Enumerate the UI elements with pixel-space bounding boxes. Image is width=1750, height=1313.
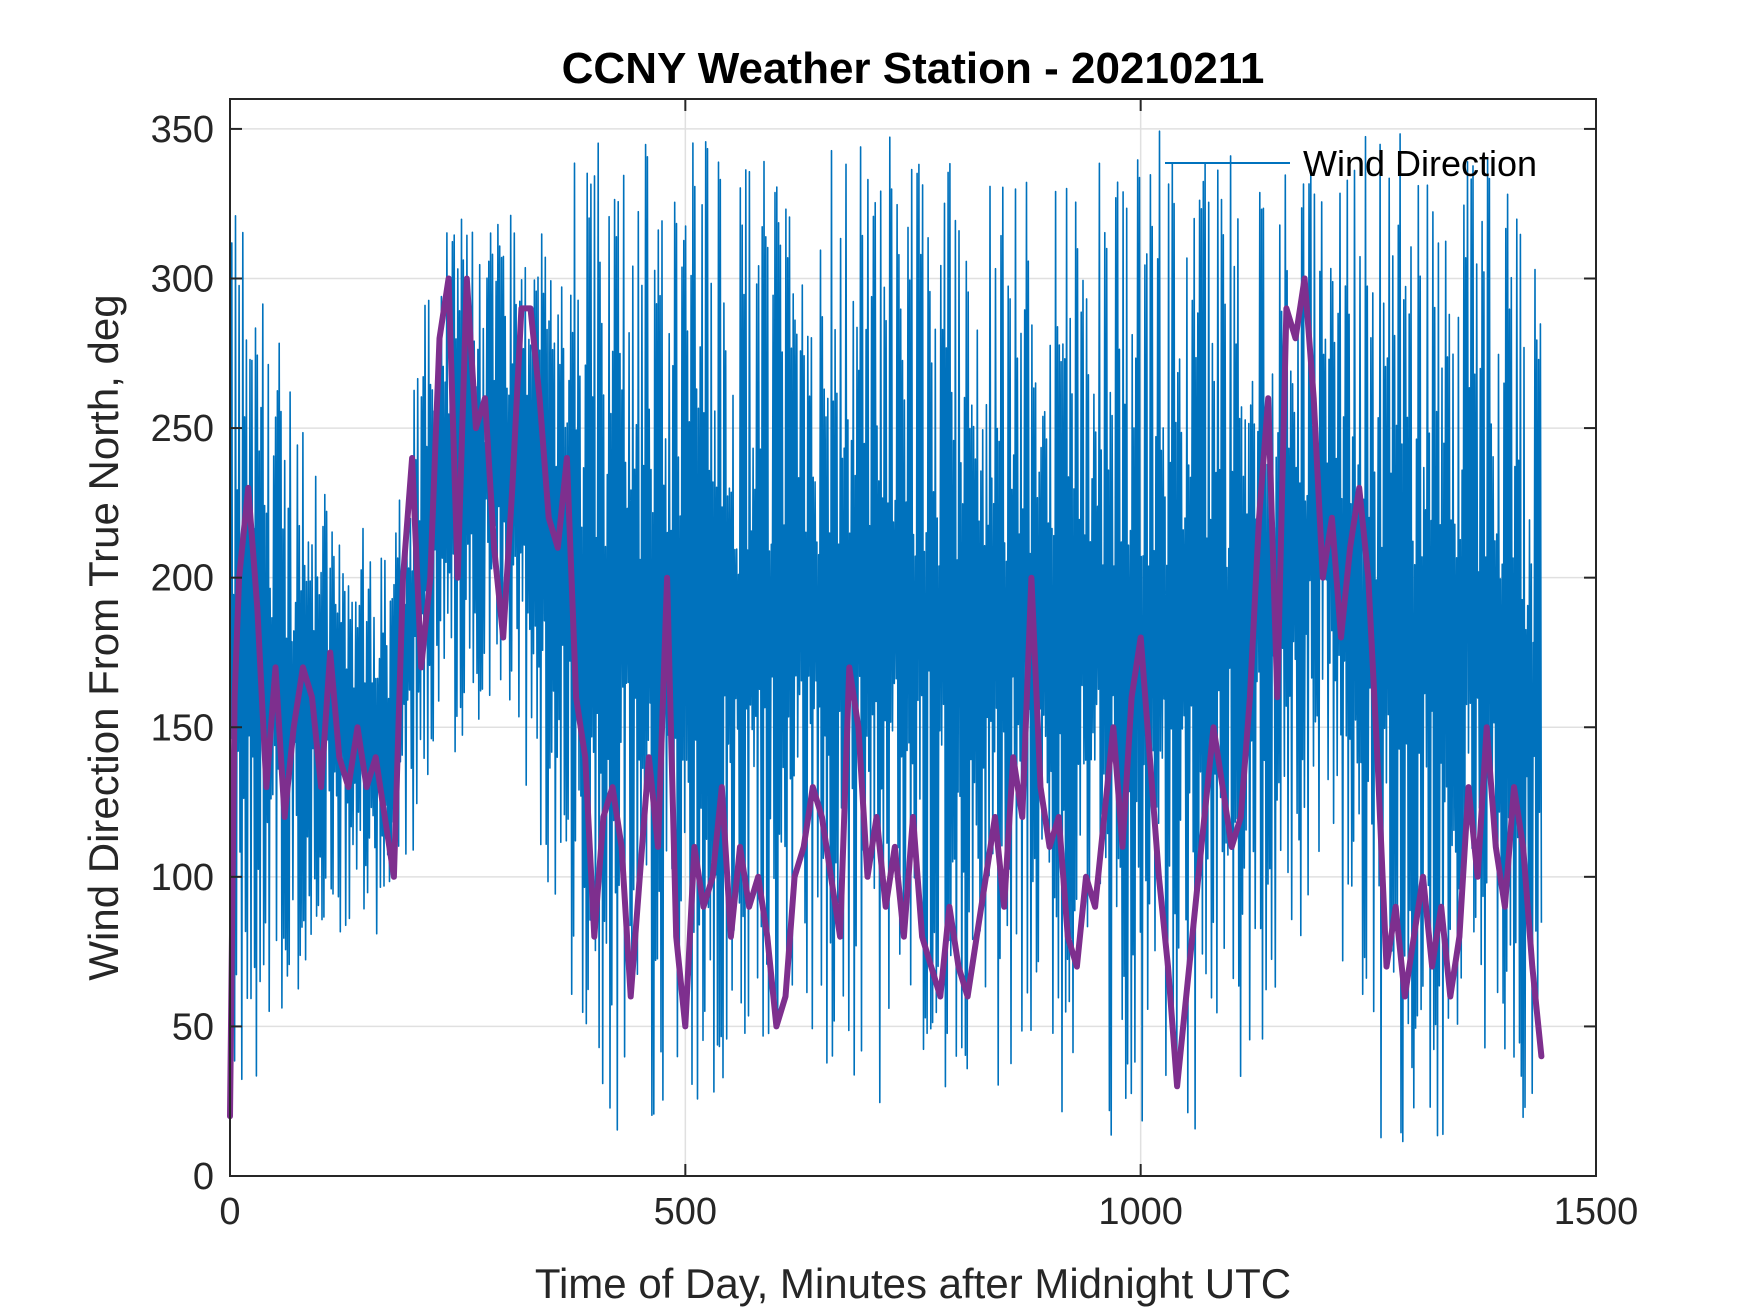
y-tick-label-300: 300: [151, 259, 214, 301]
series-line-wind-direction: [229, 130, 1543, 1143]
y-tick-label-150: 150: [151, 707, 214, 749]
y-axis-label: Wind Direction From True North, deg: [80, 294, 127, 980]
tick-marks: [229, 99, 1597, 1177]
x-tick-label-500: 500: [654, 1191, 717, 1233]
legend-entry-wind-direction: Wind Direction: [1303, 143, 1537, 184]
y-tick-label-50: 50: [172, 1006, 214, 1048]
smoothed-series-layer: [227, 275, 1545, 1120]
axes-box: [229, 98, 1597, 1177]
x-tick-label-1000: 1000: [1098, 1191, 1183, 1233]
y-tick-label-100: 100: [151, 857, 214, 899]
x-tick-label-1500: 1500: [1554, 1191, 1639, 1233]
y-tick-label-250: 250: [151, 408, 214, 450]
x-tick-label-0: 0: [219, 1191, 240, 1233]
raw-series-layer: [229, 130, 1543, 1143]
x-axis-label: Time of Day, Minutes after Midnight UTC: [535, 1260, 1291, 1307]
y-tick-label-0: 0: [193, 1156, 214, 1198]
chart-title: CCNY Weather Station - 20210211: [562, 44, 1265, 93]
y-tick-label-350: 350: [151, 109, 214, 151]
series-line-smoothed: [227, 275, 1545, 1120]
legend: Wind Direction: [1165, 143, 1537, 184]
y-tick-label-200: 200: [151, 558, 214, 600]
